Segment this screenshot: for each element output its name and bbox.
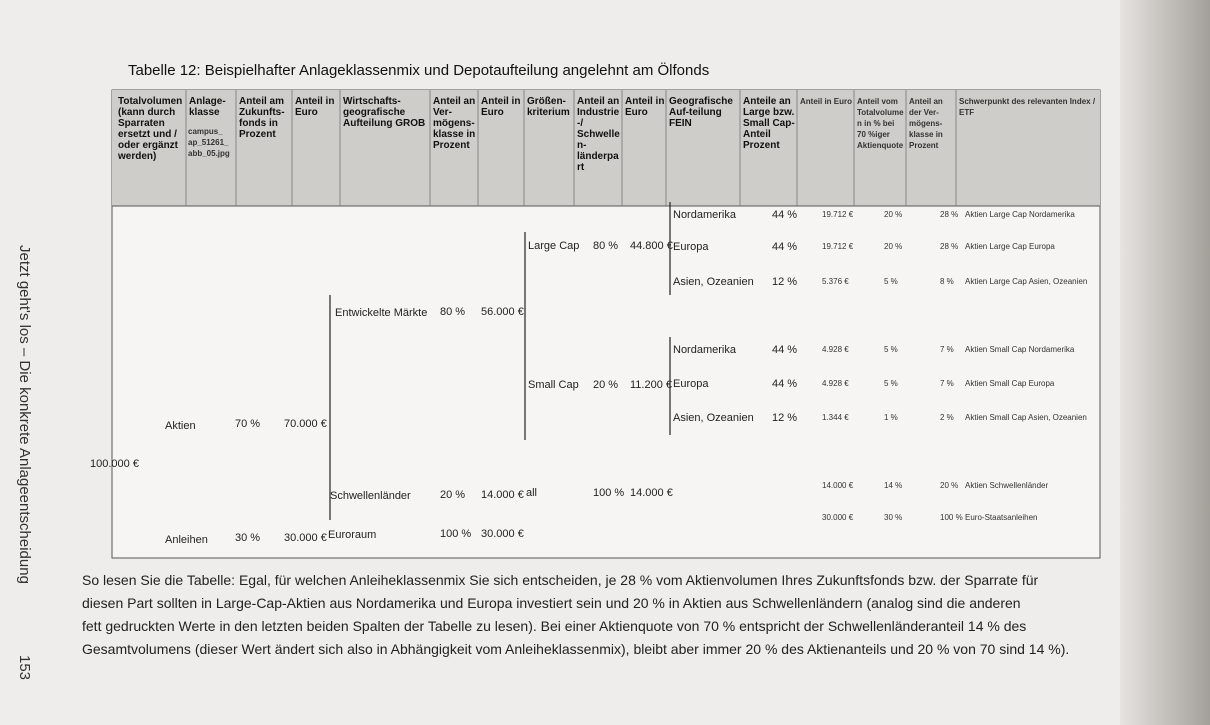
class-share: 7 % xyxy=(940,379,954,388)
index-focus: Aktien Small Cap Asien, Ozeanien xyxy=(965,413,1087,422)
class-share: 28 % xyxy=(940,210,959,219)
euro: 1.344 € xyxy=(822,413,849,422)
index-focus: Aktien Small Cap Nordamerika xyxy=(965,345,1075,354)
image-note: campus_ ap_51261_ abb_05.jpg xyxy=(188,127,230,158)
euro: 14.000 € xyxy=(630,487,673,499)
page-edge xyxy=(1120,0,1210,725)
column-header: Wirtschafts-geografische Aufteilung GROB xyxy=(343,96,426,129)
index-focus: Aktien Large Cap Nordamerika xyxy=(965,210,1075,219)
region: Schwellenländer xyxy=(330,490,411,502)
column-header: Schwerpunkt des relevanten Index / ETF xyxy=(959,97,1096,117)
euro: 19.712 € xyxy=(822,210,854,219)
column-header: Anteil vom Totalvolumen in % bei 70 %ige… xyxy=(857,97,904,150)
column-header: Anteile an Large bzw. Small Cap-Anteil P… xyxy=(743,96,795,151)
size-class: Small Cap xyxy=(528,379,579,391)
share: 70 % xyxy=(235,418,261,430)
share: 30 % xyxy=(235,532,261,544)
share: 80 % xyxy=(593,240,619,252)
share: 20 % xyxy=(440,489,466,501)
column-header: Anteil in Euro xyxy=(481,96,521,118)
region: Euroraum xyxy=(328,529,377,541)
region: Entwickelte Märkte xyxy=(335,307,428,319)
size-class: all xyxy=(526,487,538,499)
euro: 11.200 € xyxy=(630,379,673,391)
index-focus: Aktien Large Cap Europa xyxy=(965,242,1055,251)
column-header: Anteil an Ver-mögens-klasse in Prozent xyxy=(433,96,476,151)
paragraph-line: Gesamtvolumens (dieser Wert ändert sich … xyxy=(82,641,1070,657)
share: 12 % xyxy=(772,412,798,424)
euro: 30.000 € xyxy=(481,528,524,540)
share: 20 % xyxy=(593,379,619,391)
share: 80 % xyxy=(440,306,466,318)
class-share: 2 % xyxy=(940,413,954,422)
column-header: Anteil in Euro xyxy=(295,96,335,118)
euro: 30.000 € xyxy=(822,513,854,522)
region-fine: Nordamerika xyxy=(673,209,736,221)
column-header: Totalvolumen (kann durch Sparraten erset… xyxy=(118,96,183,162)
class-share: 100 % xyxy=(940,513,963,522)
running-head: Jetzt geht's los – Die konkrete Anlageen… xyxy=(16,245,33,584)
page-number: 153 xyxy=(16,655,33,681)
class-share: 20 % xyxy=(940,481,959,490)
region-fine: Asien, Ozeanien xyxy=(673,276,754,288)
euro: 70.000 € xyxy=(284,418,327,430)
share: 100 % xyxy=(440,528,472,540)
euro: 14.000 € xyxy=(822,481,854,490)
total-share: 5 % xyxy=(884,379,898,388)
region-fine: Europa xyxy=(673,241,709,253)
total-share: 1 % xyxy=(884,413,898,422)
total-share: 20 % xyxy=(884,242,903,251)
euro: 4.928 € xyxy=(822,345,849,354)
euro: 4.928 € xyxy=(822,379,849,388)
column-header: Anteil an der Ver-mögens-klasse in Proze… xyxy=(909,97,943,150)
share: 44 % xyxy=(772,344,798,356)
size-class: Large Cap xyxy=(528,240,580,252)
total-share: 30 % xyxy=(884,513,903,522)
index-focus: Aktien Schwellenländer xyxy=(965,481,1049,490)
column-rules xyxy=(185,90,957,206)
asset-class: Anleihen xyxy=(165,534,208,546)
euro: 14.000 € xyxy=(481,489,524,501)
share: 44 % xyxy=(772,209,798,221)
region-fine: Europa xyxy=(673,378,709,390)
total-volume: 100.000 € xyxy=(90,458,139,470)
paragraph-line: fett gedruckten Werte in den letzten bei… xyxy=(82,618,1027,634)
column-header: Anteil in Euro xyxy=(625,96,665,118)
euro: 30.000 € xyxy=(284,532,327,544)
class-share: 8 % xyxy=(940,277,954,286)
share: 12 % xyxy=(772,276,798,288)
share: 44 % xyxy=(772,241,798,253)
index-focus: Aktien Large Cap Asien, Ozeanien xyxy=(965,277,1088,286)
class-share: 7 % xyxy=(940,345,954,354)
paragraph-line: diesen Part sollten in Large-Cap-Aktien … xyxy=(82,595,1021,611)
index-focus: Aktien Small Cap Europa xyxy=(965,379,1055,388)
column-header: Geografische Auf-teilung FEIN xyxy=(669,96,733,129)
paragraph-line: So lesen Sie die Tabelle: Egal, für welc… xyxy=(82,572,1039,588)
euro: 19.712 € xyxy=(822,242,854,251)
column-header: Anteil an Industrie-/ Schwellen-länderpa… xyxy=(577,96,620,173)
asset-class: Aktien xyxy=(165,420,196,432)
region-fine: Asien, Ozeanien xyxy=(673,412,754,424)
euro: 5.376 € xyxy=(822,277,849,286)
euro: 56.000 € xyxy=(481,306,524,318)
euro: 44.800 € xyxy=(630,240,673,252)
total-share: 20 % xyxy=(884,210,903,219)
total-share: 14 % xyxy=(884,481,903,490)
column-header: Anteil in Euro xyxy=(800,97,852,106)
column-header: Größen-kriterium xyxy=(527,96,570,118)
total-share: 5 % xyxy=(884,345,898,354)
share: 100 % xyxy=(593,487,625,499)
column-header: Anlage-klasse xyxy=(189,96,226,118)
region-fine: Nordamerika xyxy=(673,344,736,356)
share: 44 % xyxy=(772,378,798,390)
total-share: 5 % xyxy=(884,277,898,286)
index-focus: Euro-Staatsanleihen xyxy=(965,513,1038,522)
column-header: Anteil am Zukunfts-fonds in Prozent xyxy=(239,96,285,140)
header-band xyxy=(112,90,1100,206)
class-share: 28 % xyxy=(940,242,959,251)
table-caption: Tabelle 12: Beispielhafter Anlageklassen… xyxy=(128,62,710,79)
